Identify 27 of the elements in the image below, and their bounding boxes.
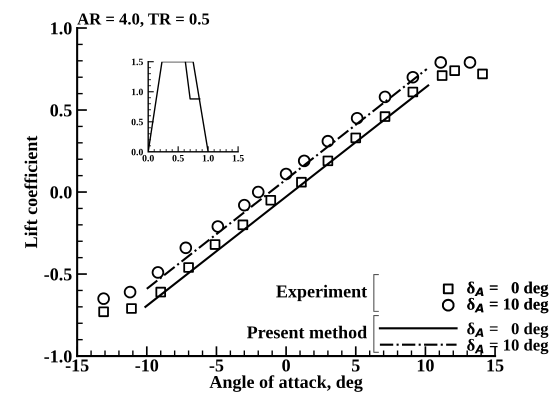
y-tick-label: 1.0 <box>51 22 72 35</box>
x-tick-label: 5 <box>352 360 360 372</box>
y-tick-label: -0.5 <box>44 268 72 281</box>
x-tick-label: -10 <box>135 359 158 372</box>
x-tick-label: 1.0 <box>202 154 214 162</box>
y-axis-title: Lift coefficient <box>24 136 38 248</box>
x-tick-label: 0.0 <box>142 154 154 162</box>
x-tick-label: 0 <box>282 359 290 372</box>
legend-label: δ$_{A}$ = 10 deg <box>467 298 548 314</box>
x-tick-label: 1.5 <box>232 154 244 162</box>
y-tick-label: 1.5 <box>132 58 143 66</box>
x-tick-label: 15 <box>487 359 504 372</box>
x-tick-label: 0.5 <box>172 154 184 162</box>
legend-label: δ$_{A}$ = 0 deg <box>467 282 548 297</box>
annotation: Present method <box>246 326 367 338</box>
chart-title: AR = 4.0, TR = 0.5 <box>77 13 210 28</box>
x-axis-title: Angle of attack, deg <box>210 375 363 392</box>
y-tick-label: 1.0 <box>132 88 143 96</box>
legend-label: δ$_{A}$ = 10 deg <box>467 338 548 354</box>
x-tick-label: -5 <box>210 360 224 372</box>
x-tick-label: 10 <box>418 359 434 372</box>
y-tick-label: 0.0 <box>50 186 72 199</box>
y-tick-label: 0.5 <box>50 104 72 117</box>
annotation: Experiment <box>276 284 368 302</box>
legend-label: δ$_{A}$ = 0 deg <box>467 322 548 338</box>
y-tick-label: 0.5 <box>132 118 143 126</box>
y-tick-label: 0.0 <box>132 148 143 156</box>
